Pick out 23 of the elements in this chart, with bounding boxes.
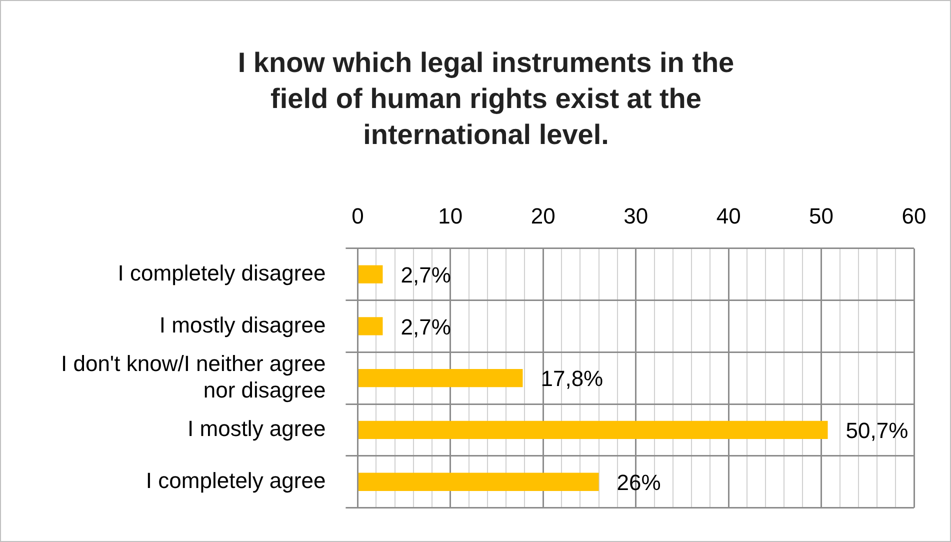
x-tick-label: 40: [716, 203, 741, 228]
bar: [358, 420, 828, 440]
bar: [358, 317, 383, 336]
x-tick-label: 50: [809, 203, 834, 228]
x-tick-label: 60: [902, 203, 926, 228]
x-tick-label: 30: [624, 203, 648, 228]
data-label: 2,7%: [400, 314, 451, 340]
data-label: 26%: [616, 470, 661, 495]
chart-title: I know which legal instruments in the field of human rights exist at the international level.: [236, 46, 736, 152]
x-tick-label: 20: [530, 203, 556, 228]
y-tick-label: I completely disagree: [118, 260, 326, 286]
bar: [358, 265, 383, 284]
x-tick-label: 0: [352, 203, 364, 228]
data-label: 2,7%: [400, 262, 451, 288]
bar: [358, 369, 523, 388]
data-label: 50,7%: [846, 418, 908, 444]
y-tick-label: I mostly disagree: [159, 312, 326, 338]
x-tick-label: 10: [438, 203, 463, 228]
y-tick-label: I completely agree: [146, 468, 326, 493]
data-label: 17,8%: [540, 366, 604, 392]
bar: [358, 472, 599, 491]
y-tick-label: I mostly agree: [188, 416, 326, 442]
y-tick-label: I don't know/I neither agree nor disagree: [60, 350, 326, 402]
